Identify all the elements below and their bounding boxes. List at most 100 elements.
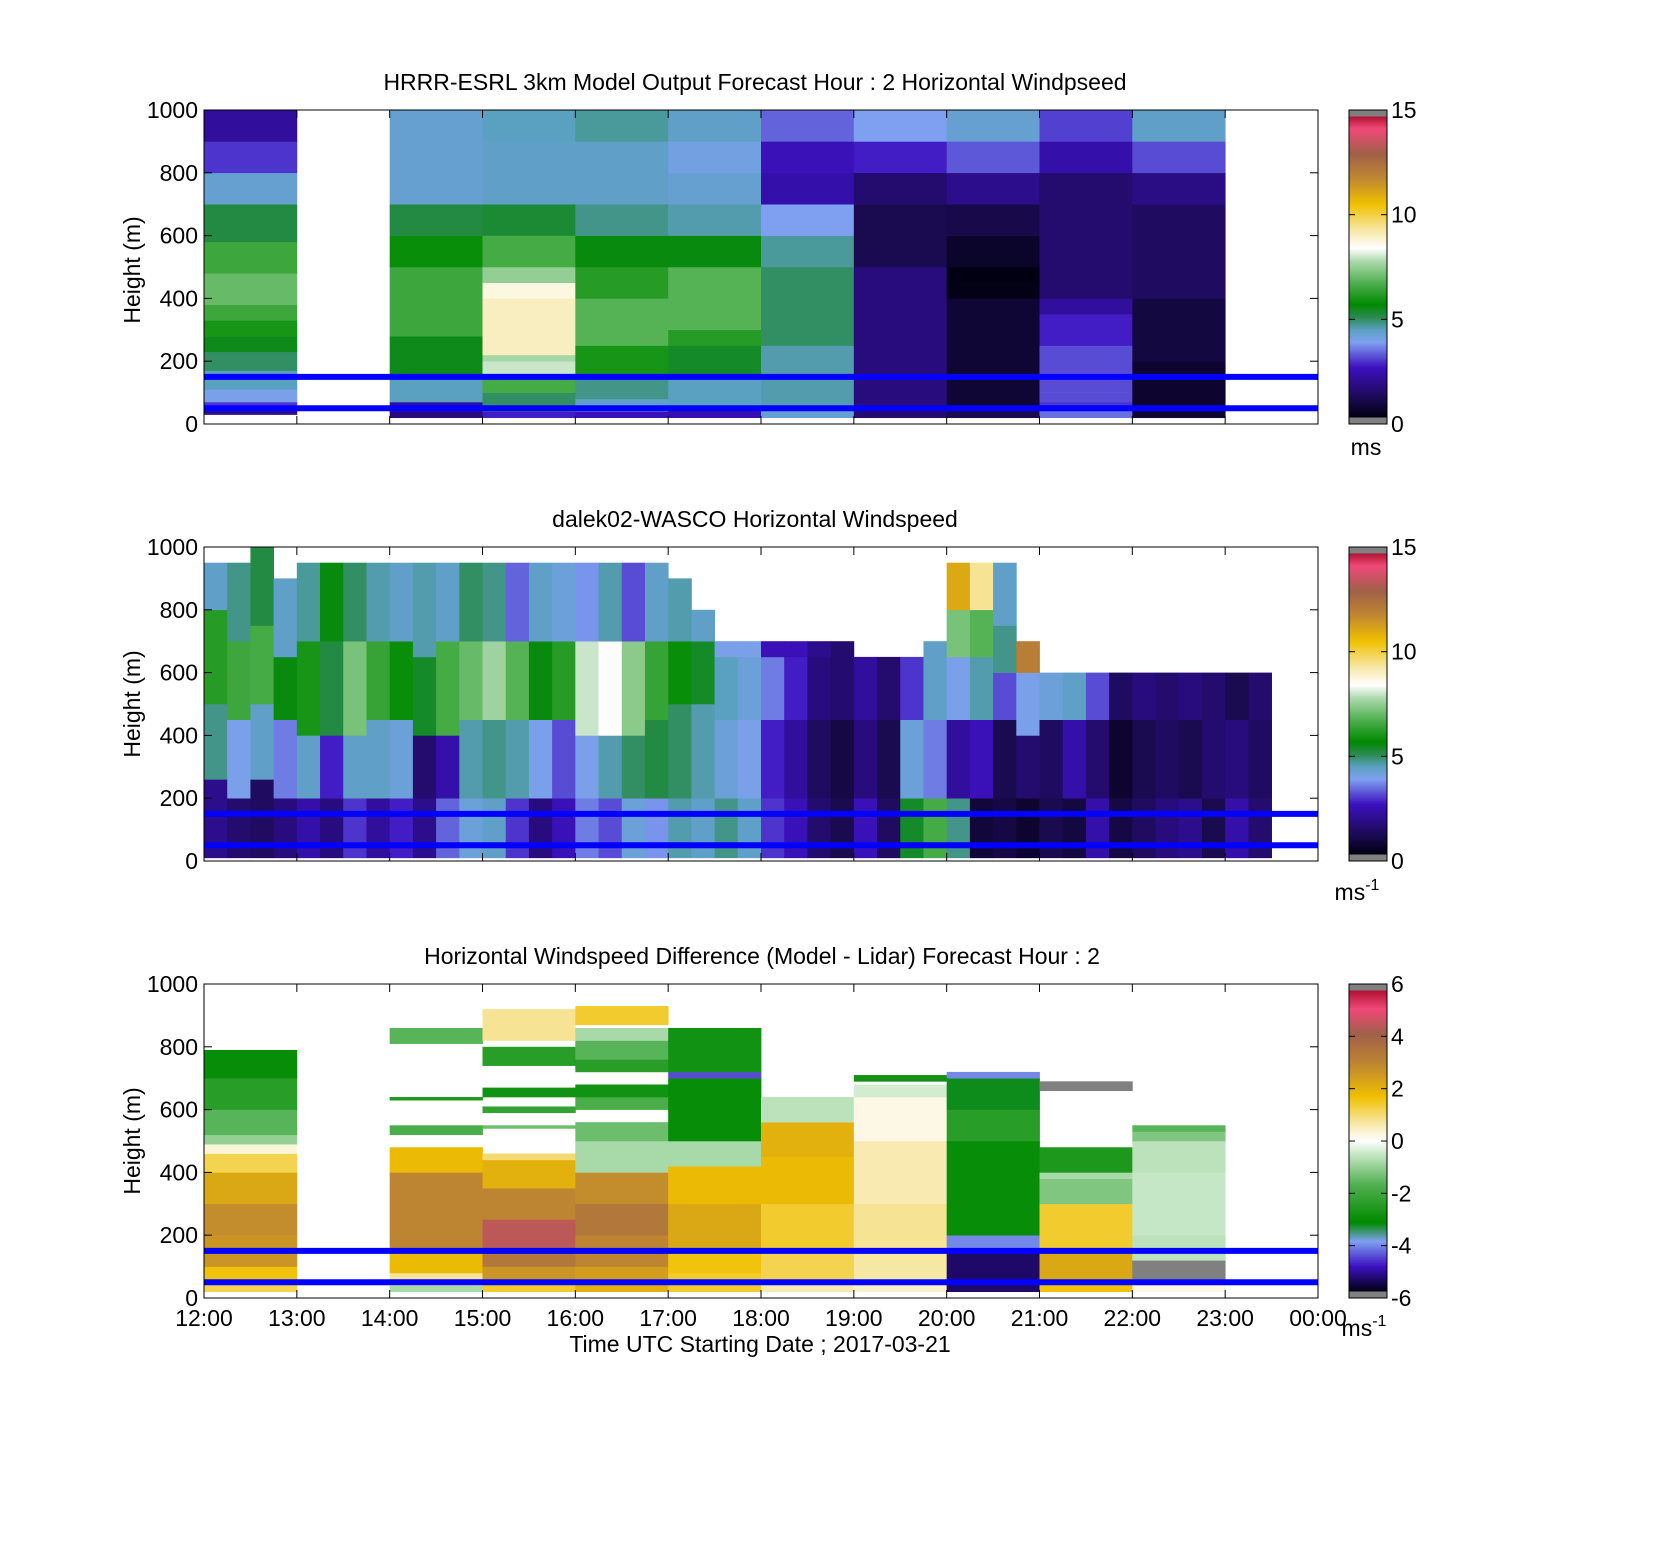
lidar-colorbar-unit: ms-1 [1335, 877, 1380, 905]
difference-y-axis: 0 200 400 600 800 1000 [147, 971, 1318, 1311]
colorbar-tick-label: 5 [1391, 743, 1404, 769]
heatmap-cell [273, 719, 298, 799]
heatmap-cell [204, 273, 298, 305]
heatmap-cell [668, 141, 762, 174]
heatmap-cell [250, 547, 275, 626]
heatmap-cell [1039, 298, 1133, 315]
heatmap-cell [668, 704, 692, 799]
heatmap-cell [761, 204, 855, 236]
heatmap-cell [204, 1153, 298, 1173]
heatmap-cell [389, 1027, 483, 1044]
colorbar-tick-label: 0 [1391, 411, 1404, 437]
heatmap-cell [204, 304, 298, 321]
heatmap-cell [877, 719, 901, 799]
heatmap-cell [923, 719, 948, 799]
time-axis-label: Time UTC Starting Date ; 2017-03-21 [569, 1331, 950, 1357]
lidar-windspeed-panel: dalek02-WASCO Horizontal Windspeed Heigh… [119, 506, 1417, 905]
heatmap-cell [482, 1282, 576, 1293]
heatmap-cell [436, 641, 460, 736]
heatmap-cell [389, 1125, 483, 1136]
heatmap-cell [784, 656, 808, 720]
heatmap-cell [552, 562, 576, 642]
heatmap-cell [389, 376, 483, 403]
heatmap-cell [668, 267, 762, 331]
heatmap-cell [1155, 798, 1180, 859]
heatmap-cell [1132, 672, 1156, 720]
heatmap-cell [204, 1134, 298, 1145]
heatmap-cell [482, 298, 576, 356]
heatmap-cell [1039, 141, 1133, 174]
heatmap-cell [830, 641, 855, 720]
heatmap-cell [668, 641, 692, 705]
heatmap-cell [923, 641, 948, 720]
heatmap-cell [296, 641, 321, 736]
heatmap-cell [482, 641, 507, 720]
heatmap-cell [575, 1084, 669, 1098]
heatmap-cell [482, 798, 507, 859]
heatmap-cell [1039, 1081, 1133, 1092]
heatmap-cell [853, 1075, 948, 1082]
heatmap-cell [505, 562, 530, 642]
heatmap-cell [204, 1078, 298, 1110]
heatmap-cell [482, 1087, 576, 1098]
heatmap-cell [204, 370, 298, 390]
heatmap-cell [482, 141, 576, 205]
lidar-x-tick-marks [203, 547, 1319, 861]
difference-reference-lines [204, 1247, 1318, 1286]
model-x-tick-marks [203, 110, 1319, 424]
heatmap-cell [993, 625, 1017, 673]
colorbar-tick-label: -2 [1391, 1180, 1411, 1206]
heatmap-cell [389, 110, 483, 205]
heatmap-cell [575, 141, 669, 205]
model-panel-title: HRRR-ESRL 3km Model Output Forecast Hour… [383, 69, 1126, 95]
heatmap-cell [1062, 798, 1087, 859]
heatmap-cell [227, 798, 251, 859]
heatmap-cell [668, 110, 762, 142]
heatmap-cell [273, 656, 298, 720]
heatmap-cell [714, 641, 739, 658]
heatmap-cell [714, 719, 739, 799]
heatmap-cell [668, 1250, 762, 1274]
heatmap-cell [668, 1078, 762, 1142]
heatmap-cell [761, 141, 855, 174]
heatmap-cell [528, 798, 553, 859]
heatmap-cell [1039, 798, 1064, 859]
heatmap-cell [1248, 798, 1272, 859]
colorbar-tick-label: 15 [1391, 97, 1417, 123]
heatmap-cell [807, 656, 832, 720]
heatmap-cell [320, 798, 344, 859]
heatmap-cell [668, 1027, 762, 1073]
heatmap-cell [273, 578, 298, 658]
heatmap-cell [1248, 719, 1272, 799]
heatmap-cell [575, 1027, 669, 1041]
x-tick-label: 16:00 [547, 1305, 605, 1331]
y-tick-label: 0 [185, 1285, 198, 1311]
y-tick-label: 600 [160, 223, 198, 249]
x-tick-label: 00:00 [1289, 1305, 1347, 1331]
heatmap-cell [691, 798, 715, 859]
heatmap-cell [668, 798, 692, 859]
heatmap-cell [575, 411, 669, 419]
heatmap-cell [807, 798, 832, 859]
heatmap-cell [1225, 672, 1249, 720]
heatmap-cell [320, 641, 344, 736]
heatmap-cell [807, 719, 832, 799]
heatmap-cell [621, 735, 646, 799]
heatmap-cell [993, 719, 1017, 799]
heatmap-cell [389, 411, 483, 419]
heatmap-cell [528, 719, 553, 799]
heatmap-cell [482, 1153, 576, 1161]
model-heatmap-cells [204, 110, 1226, 419]
heatmap-cell [575, 798, 599, 859]
heatmap-cell [575, 376, 669, 400]
heatmap-cell [575, 641, 599, 736]
heatmap-cell [853, 408, 948, 419]
heatmap-cell [946, 1141, 1040, 1236]
heatmap-cell [459, 641, 483, 720]
heatmap-cell [552, 641, 576, 720]
y-tick-label: 200 [160, 785, 198, 811]
heatmap-cell [784, 798, 808, 859]
heatmap-cell [459, 719, 483, 799]
heatmap-cell [459, 798, 483, 859]
heatmap-cell [250, 704, 275, 780]
